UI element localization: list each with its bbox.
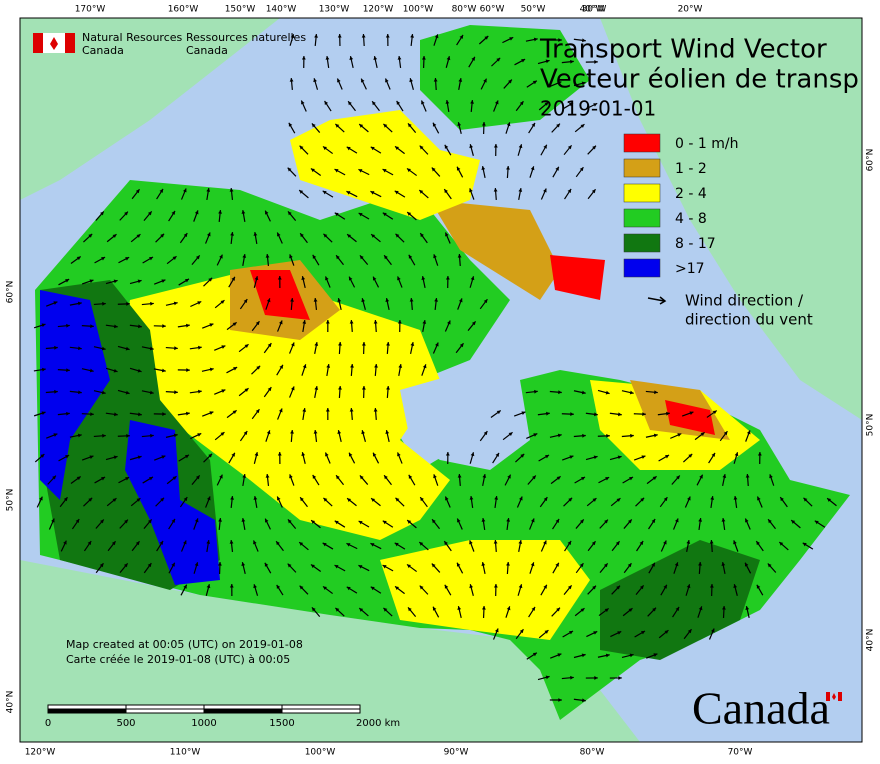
- legend-swatch: [624, 209, 660, 227]
- agency-en: Canada: [82, 44, 124, 57]
- graticule-right: 60°N: [866, 149, 876, 172]
- footer-note: Map created at 00:05 (UTC) on 2019-01-08: [66, 638, 303, 651]
- graticule-top: 50°W: [521, 5, 546, 15]
- agency-fr: Ressources naturelles: [186, 31, 306, 44]
- legend-arrow-label: direction du vent: [685, 311, 813, 329]
- graticule-top: 30°W: [582, 5, 607, 15]
- graticule-bottom: 120°W: [25, 748, 56, 758]
- wordmark-flag: [826, 692, 830, 701]
- legend-label: 4 - 8: [675, 211, 707, 227]
- scale-segment: [204, 705, 282, 709]
- legend-swatch: [624, 184, 660, 202]
- graticule-bottom: 100°W: [305, 748, 336, 758]
- graticule-bottom: 90°W: [444, 748, 469, 758]
- graticule-top: 170°W: [75, 5, 106, 15]
- agency-en: Natural Resources: [82, 31, 183, 44]
- legend-swatch: [624, 159, 660, 177]
- graticule-top: 160°W: [168, 5, 199, 15]
- flag-bar: [33, 33, 43, 53]
- legend-swatch: [624, 134, 660, 152]
- graticule-bottom: 110°W: [170, 748, 201, 758]
- scale-label: 2000 km: [356, 718, 400, 729]
- scale-segment: [126, 709, 204, 713]
- graticule-bottom: 80°W: [580, 748, 605, 758]
- legend-label: 2 - 4: [675, 186, 707, 202]
- scale-label: 1500: [269, 718, 294, 729]
- graticule-left: 50°N: [6, 489, 16, 512]
- title: Transport Wind Vector: [539, 35, 827, 65]
- graticule-right: 40°N: [866, 629, 876, 652]
- graticule-top: 140°W: [266, 5, 297, 15]
- scale-segment: [48, 709, 126, 713]
- legend-label: 0 - 1 m/h: [675, 136, 738, 152]
- legend-label: 8 - 17: [675, 236, 716, 252]
- date: 2019-01-01: [540, 97, 656, 121]
- graticule-top: 80°W: [452, 5, 477, 15]
- graticule-top: 120°W: [363, 5, 394, 15]
- flag-bar: [65, 33, 75, 53]
- graticule-top: 60°W: [480, 5, 505, 15]
- graticule-top: 100°W: [403, 5, 434, 15]
- legend-label: 1 - 2: [675, 161, 707, 177]
- graticule-top: 20°W: [678, 5, 703, 15]
- graticule-top: 150°W: [225, 5, 256, 15]
- scale-label: 500: [116, 718, 135, 729]
- wordmark: Canada: [692, 683, 842, 734]
- scale-segment: [204, 709, 282, 713]
- scale-segment: [282, 705, 360, 709]
- graticule-left: 60°N: [6, 281, 16, 304]
- scale-segment: [282, 709, 360, 713]
- scale-segment: [48, 705, 126, 709]
- agency-fr: Canada: [186, 44, 228, 57]
- graticule-right: 50°N: [866, 414, 876, 437]
- scale-label: 0: [45, 718, 51, 729]
- footer-note: Carte créée le 2019-01-08 (UTC) à 00:05: [66, 653, 290, 666]
- wordmark-text: Canada: [692, 683, 830, 734]
- map-area: [20, 18, 862, 742]
- legend-swatch: [624, 234, 660, 252]
- legend-label: >17: [675, 261, 705, 277]
- scale-segment: [126, 705, 204, 709]
- graticule-top: 130°W: [319, 5, 350, 15]
- wordmark-flag: [838, 692, 842, 701]
- legend-swatch: [624, 259, 660, 277]
- title-fr: Vecteur éolien de transp: [540, 65, 859, 95]
- scale-label: 1000: [191, 718, 216, 729]
- legend-arrow-label: Wind direction /: [685, 292, 804, 310]
- graticule-left: 40°N: [6, 691, 16, 714]
- graticule-bottom: 70°W: [728, 748, 753, 758]
